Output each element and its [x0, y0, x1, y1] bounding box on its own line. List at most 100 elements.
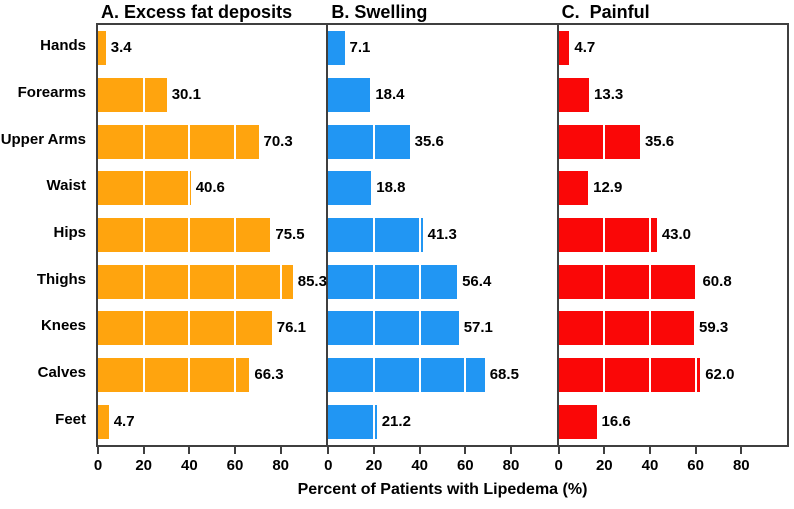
bar-hips	[558, 218, 657, 252]
bar-upper-arms	[98, 124, 259, 159]
value-label: 68.5	[489, 366, 519, 383]
x-tick-label-20: 20	[365, 457, 383, 474]
value-label: 85.3	[297, 272, 327, 290]
x-tick-label-80: 80	[732, 457, 750, 474]
value-label: 18.8	[376, 179, 406, 197]
value-label: 30.1	[171, 86, 201, 103]
panel-c: C. Painful 4.7 13.3 35.6 12.9 43.0 60.8 59.3 62.…	[554, 2, 787, 474]
x-tick-80	[740, 447, 743, 454]
x-tick-80	[279, 447, 282, 454]
gridline-80	[509, 25, 512, 445]
panel-b: B. Swelling 7.1 18.4 35.6 18.8 41.3 56.4 57.1 68…	[324, 2, 556, 474]
bar-feet	[558, 404, 597, 439]
bar-calves	[558, 358, 701, 392]
bar-hands	[98, 31, 106, 66]
x-tick-label-80: 80	[502, 457, 520, 474]
value-label: 66.3	[254, 366, 284, 383]
x-tick-label-40: 40	[641, 457, 659, 474]
x-tick-20	[142, 447, 145, 454]
x-axis-title: Percent of Patients with Lipedema (%)	[297, 481, 588, 498]
bar-thighs	[328, 264, 458, 299]
bar-forearms	[328, 78, 371, 112]
bar-upper-arms	[558, 124, 640, 159]
category-label-upper-arms: Upper Arms	[0, 130, 86, 148]
x-tick-label-0: 0	[324, 457, 333, 474]
bar-waist	[558, 171, 589, 206]
bar-forearms	[558, 78, 590, 112]
bar-hands	[558, 31, 570, 66]
bar-thighs	[98, 264, 293, 299]
value-label: 41.3	[427, 226, 457, 243]
gridline-20	[372, 25, 375, 445]
x-tick-60	[464, 447, 467, 454]
bar-hips	[98, 218, 271, 252]
category-label-knees: Knees	[40, 317, 86, 335]
x-tick-label-80: 80	[272, 457, 289, 474]
bar-hips	[328, 218, 423, 252]
value-label: 40.6	[195, 179, 225, 197]
gridline-60	[694, 25, 697, 445]
gridline-20	[142, 25, 145, 445]
x-tick-label-60: 60	[687, 457, 704, 474]
value-label: 60.8	[702, 272, 732, 290]
bar-knees	[98, 311, 272, 346]
x-tick-20	[372, 447, 375, 454]
value-label: 70.3	[263, 132, 293, 150]
category-label-calves: Calves	[37, 364, 86, 381]
value-label: 62.0	[705, 366, 735, 383]
y-axis-category-labels: Hands Forearms Upper Arms Waist Hips Thighs Kn…	[0, 23, 90, 447]
category-label-feet: Feet	[55, 410, 86, 428]
bar-waist	[328, 171, 372, 206]
x-tick-20	[603, 447, 606, 454]
x-tick-label-40: 40	[411, 457, 428, 474]
gridline-80	[279, 25, 282, 445]
category-label-hips: Hips	[53, 224, 86, 241]
gridline-40	[418, 25, 421, 445]
x-tick-80	[509, 447, 512, 454]
x-tick-0	[557, 447, 560, 454]
value-label: 35.6	[414, 132, 444, 150]
value-label: 35.6	[644, 132, 675, 150]
bar-upper-arms	[328, 124, 410, 159]
x-tick-label-0: 0	[93, 457, 103, 474]
value-label: 7.1	[349, 39, 371, 57]
gridline-60	[233, 25, 236, 445]
bar-knees	[328, 311, 459, 346]
x-tick-label-20: 20	[595, 457, 613, 474]
x-tick-label-20: 20	[135, 457, 152, 474]
value-label: 12.9	[593, 179, 623, 197]
gridline-80	[740, 25, 743, 445]
gridline-20	[603, 25, 606, 445]
category-label-waist: Waist	[46, 177, 86, 195]
value-label: 4.7	[574, 39, 596, 57]
bar-calves	[98, 358, 250, 392]
plot-area: A. Excess fat deposits 3.4 30.1 70.3 40.6 75.…	[94, 2, 789, 474]
bar-hands	[328, 31, 345, 66]
bar-feet	[98, 404, 109, 439]
value-label: 18.4	[375, 86, 405, 103]
category-label-thighs: Thighs	[36, 270, 86, 288]
value-label: 21.2	[381, 412, 411, 430]
value-label: 4.7	[113, 412, 135, 430]
value-label: 43.0	[661, 226, 692, 243]
value-label: 59.3	[699, 319, 729, 337]
value-label: 76.1	[276, 319, 306, 337]
bar-thighs	[558, 264, 698, 299]
x-tick-60	[233, 447, 236, 454]
x-tick-label-0: 0	[554, 457, 563, 474]
panel-title: B. Swelling	[331, 2, 428, 22]
value-label: 75.5	[275, 226, 305, 243]
gridline-40	[648, 25, 651, 445]
panel-a: A. Excess fat deposits 3.4 30.1 70.3 40.6 75.…	[94, 2, 327, 474]
bar-calves	[328, 358, 485, 392]
bar-forearms	[98, 78, 167, 112]
x-tick-0	[327, 447, 330, 454]
gridline-40	[188, 25, 191, 445]
value-label: 3.4	[110, 39, 132, 57]
x-tick-label-40: 40	[180, 457, 198, 474]
value-label: 13.3	[594, 86, 624, 103]
x-tick-40	[648, 447, 651, 454]
panel-title: A. Excess fat deposits	[101, 2, 293, 22]
value-label: 57.1	[463, 319, 493, 337]
